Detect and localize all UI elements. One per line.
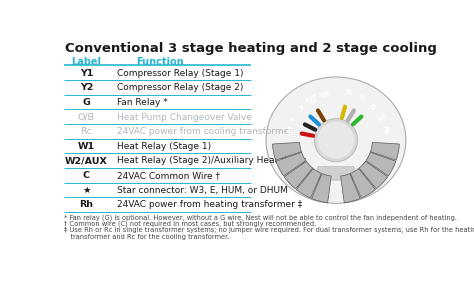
FancyBboxPatch shape bbox=[317, 166, 355, 180]
Text: W₁: W₁ bbox=[317, 88, 329, 97]
Text: C: C bbox=[83, 171, 90, 180]
Text: O/B: O/B bbox=[78, 113, 95, 122]
Text: Star connector: W3, E, HUM, or DHUM: Star connector: W3, E, HUM, or DHUM bbox=[118, 186, 288, 195]
Text: W1: W1 bbox=[78, 142, 95, 151]
Text: transformer and Rc for the cooling transformer.: transformer and Rc for the cooling trans… bbox=[64, 234, 229, 240]
Wedge shape bbox=[359, 161, 388, 189]
Text: Y₂: Y₂ bbox=[356, 93, 367, 102]
Text: 24VAC power from heating transformer ‡: 24VAC power from heating transformer ‡ bbox=[118, 200, 302, 209]
Text: 24VAC Common Wire †: 24VAC Common Wire † bbox=[118, 171, 220, 180]
Text: Conventional 3 stage heating and 2 stage cooling: Conventional 3 stage heating and 2 stage… bbox=[64, 42, 437, 55]
Circle shape bbox=[314, 118, 357, 162]
Text: Rc: Rc bbox=[81, 127, 92, 136]
Text: Label: Label bbox=[72, 57, 101, 67]
Text: W₂
AUX: W₂ AUX bbox=[301, 90, 319, 105]
Wedge shape bbox=[366, 152, 396, 176]
Text: G: G bbox=[368, 102, 377, 110]
Ellipse shape bbox=[266, 77, 406, 203]
Text: Fan Relay *: Fan Relay * bbox=[118, 98, 168, 107]
Text: Heat Pump Changeover Valve: Heat Pump Changeover Valve bbox=[118, 113, 252, 122]
Text: Compressor Relay (Stage 2): Compressor Relay (Stage 2) bbox=[118, 83, 244, 92]
Text: Function: Function bbox=[136, 57, 184, 67]
Wedge shape bbox=[276, 152, 306, 176]
Wedge shape bbox=[350, 168, 375, 198]
Text: Rc: Rc bbox=[381, 125, 389, 136]
Text: W2/AUX: W2/AUX bbox=[65, 156, 108, 166]
Text: 24VAC power from cooling transformer: 24VAC power from cooling transformer bbox=[118, 127, 293, 136]
Text: Compressor Relay (Stage 1): Compressor Relay (Stage 1) bbox=[118, 69, 244, 78]
Wedge shape bbox=[311, 174, 331, 203]
Text: ★: ★ bbox=[82, 186, 91, 195]
Text: * Fan relay (G) is optional. However, without a G wire, Nest will not be able to: * Fan relay (G) is optional. However, wi… bbox=[64, 214, 457, 221]
Text: O
B: O B bbox=[375, 113, 386, 122]
Text: C: C bbox=[295, 102, 303, 110]
Text: Rh: Rh bbox=[283, 125, 291, 136]
Wedge shape bbox=[284, 161, 313, 189]
Text: Heat Relay (Stage 2)/Auxiliary Heat Relay: Heat Relay (Stage 2)/Auxiliary Heat Rela… bbox=[118, 156, 306, 166]
Circle shape bbox=[317, 122, 355, 159]
Text: Rh: Rh bbox=[79, 200, 93, 209]
Text: Heat Relay (Stage 1): Heat Relay (Stage 1) bbox=[118, 142, 211, 151]
Text: Y₁: Y₁ bbox=[344, 88, 354, 96]
Text: ★: ★ bbox=[287, 114, 295, 122]
Text: Y2: Y2 bbox=[80, 83, 93, 92]
Text: ‡ Use Rh or Rc in single transformer systems; no jumper wire required. For dual : ‡ Use Rh or Rc in single transformer sys… bbox=[64, 227, 474, 233]
Wedge shape bbox=[371, 142, 400, 160]
Wedge shape bbox=[273, 142, 301, 160]
Text: † Common wire (C) not required in most cases, but strongly recommended.: † Common wire (C) not required in most c… bbox=[64, 221, 316, 227]
Text: G: G bbox=[82, 98, 91, 107]
Wedge shape bbox=[296, 168, 321, 198]
Wedge shape bbox=[341, 174, 360, 203]
Text: Y1: Y1 bbox=[80, 69, 93, 78]
